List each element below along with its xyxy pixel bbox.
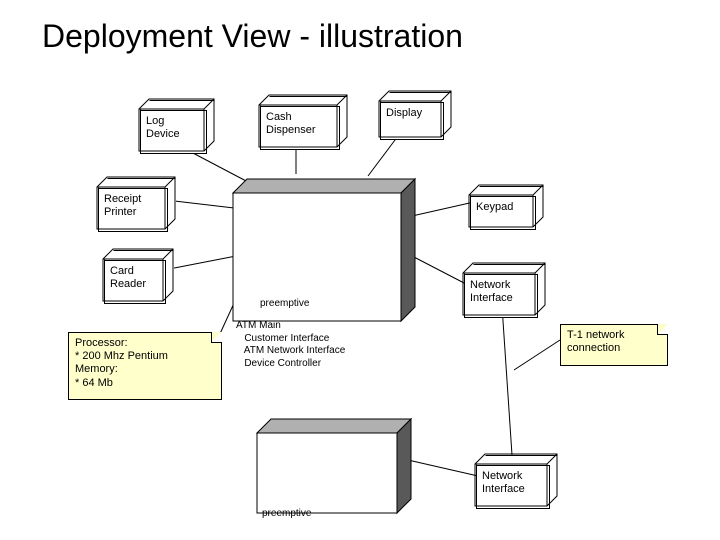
node-label: Display: [386, 107, 422, 120]
node-receipt: Receipt Printer: [98, 178, 176, 230]
node-log-device: Log Device: [140, 100, 215, 152]
connection-line: [514, 340, 560, 370]
node-cash-disp: Cash Dispenser: [260, 96, 348, 148]
bignode-atm-server: ATM Network Server: [258, 420, 412, 514]
text-atm-main: ATM Main Customer Interface ATM Network …: [236, 320, 345, 370]
connection-line: [502, 306, 512, 455]
node-label: Cash Dispenser: [266, 111, 316, 136]
node-card-reader: Card Reader: [104, 250, 174, 302]
note-t1: T-1 network connection: [560, 324, 668, 366]
connection-line: [412, 256, 466, 284]
node-label: Log Device: [146, 115, 180, 140]
node-keypad: Keypad: [470, 186, 544, 228]
node-label: Network Interface: [482, 470, 525, 495]
node-label: Receipt Printer: [104, 193, 141, 218]
node-label: Card Reader: [110, 265, 146, 290]
node-display: Display: [380, 92, 452, 138]
node-net-if-1: Network Interface: [464, 264, 546, 316]
text-preemptive2: preemptive: [262, 508, 311, 521]
note-processor: Processor: * 200 Mhz Pentium Memory: * 6…: [68, 332, 222, 400]
text-preemptive1: preemptive: [260, 298, 309, 311]
node-label: Keypad: [476, 201, 513, 214]
connection-line: [408, 460, 478, 476]
slide-title: Deployment View - illustration: [42, 18, 463, 55]
node-label: Network Interface: [470, 279, 513, 304]
connection-line: [412, 202, 474, 216]
node-net-if-2: Network Interface: [476, 455, 558, 507]
deployment-diagram: { "title": { "text": "Deployment View - …: [0, 0, 720, 540]
